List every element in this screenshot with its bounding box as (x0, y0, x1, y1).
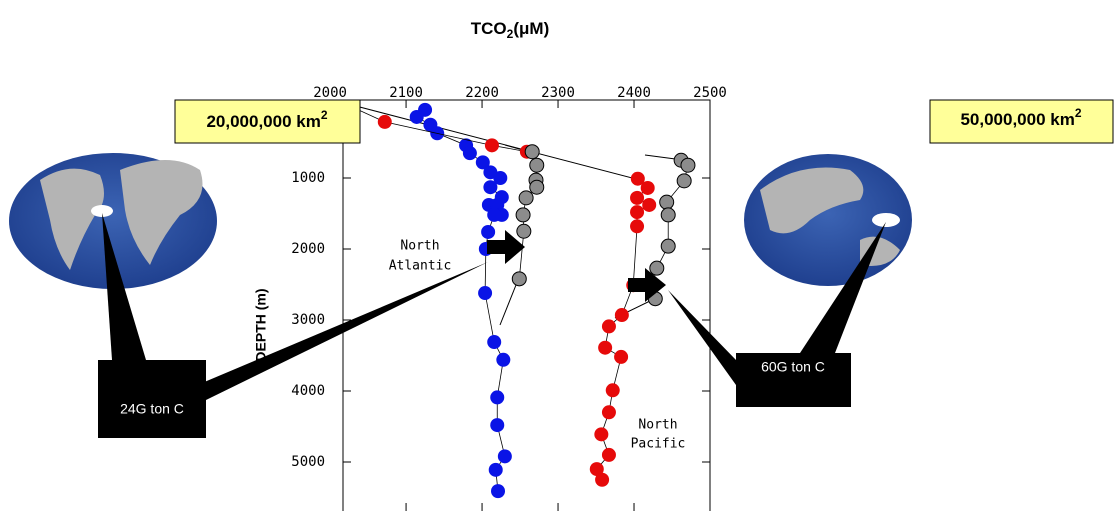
point (681, 158, 695, 172)
point (630, 191, 644, 205)
point (378, 115, 392, 129)
point (530, 158, 544, 172)
x-tick-label: 2100 (389, 85, 423, 101)
figure: TCO2(μM) North Atlantic North Pacific DE… (0, 0, 1114, 511)
annotation: North (400, 239, 439, 254)
point (606, 383, 620, 397)
point (677, 174, 691, 188)
point (512, 272, 526, 286)
point (595, 473, 609, 487)
connector (500, 280, 518, 325)
point (661, 239, 675, 253)
point (490, 390, 504, 404)
point (487, 335, 501, 349)
title-text: TCO (471, 19, 507, 38)
y-tick-label: 5000 (291, 454, 325, 470)
x-tick-label: 2400 (617, 85, 651, 101)
point (485, 138, 499, 152)
point (530, 180, 544, 194)
x-tick-label: 2200 (465, 85, 499, 101)
point (496, 353, 510, 367)
carbon-label: 24G ton C (120, 401, 184, 417)
point (614, 350, 628, 364)
point (660, 195, 674, 209)
point (491, 484, 505, 498)
carbon-box (98, 360, 206, 438)
point (489, 463, 503, 477)
point (463, 146, 477, 160)
point (602, 405, 616, 419)
point (661, 208, 675, 222)
point (483, 180, 497, 194)
point (516, 208, 530, 222)
point (517, 224, 531, 238)
point (481, 225, 495, 239)
title-rest: (μM) (513, 19, 549, 38)
y-tick-label: 4000 (291, 383, 325, 399)
point (598, 341, 612, 355)
carbon-label: 60G ton C (761, 359, 825, 375)
point (498, 449, 512, 463)
pointer (668, 290, 736, 385)
annotation: North (638, 418, 677, 433)
point (410, 110, 424, 124)
y-tick-label: 3000 (291, 312, 325, 328)
callout-sup: 2 (321, 108, 328, 122)
point (490, 418, 504, 432)
annotation: Atlantic (389, 259, 452, 274)
point (641, 181, 655, 195)
point (615, 308, 629, 322)
x-tick-label: 2000 (313, 85, 347, 101)
point (602, 319, 616, 333)
callout: 50,000,000 km2 (960, 106, 1081, 129)
point (594, 427, 608, 441)
point (487, 208, 501, 222)
point (602, 448, 616, 462)
point (519, 191, 533, 205)
point (642, 198, 656, 212)
globe-pacific (744, 154, 912, 286)
annotation: Pacific (631, 437, 686, 452)
y-tick-label: 2000 (291, 241, 325, 257)
point (630, 219, 644, 233)
x-tick-label: 2500 (693, 85, 727, 101)
point (650, 261, 664, 275)
point (478, 286, 492, 300)
point (525, 145, 539, 159)
callout-text: 50,000,000 km (960, 110, 1074, 129)
y-tick-label: 1000 (291, 170, 325, 186)
x-tick-label: 2300 (541, 85, 575, 101)
callout-text: 20,000,000 km (206, 112, 320, 131)
callout-sup: 2 (1075, 106, 1082, 120)
y-axis-label: DEPTH (m) (253, 288, 269, 361)
callout: 20,000,000 km2 (206, 108, 327, 131)
point (630, 205, 644, 219)
chart-title: TCO2(μM) (471, 19, 549, 41)
